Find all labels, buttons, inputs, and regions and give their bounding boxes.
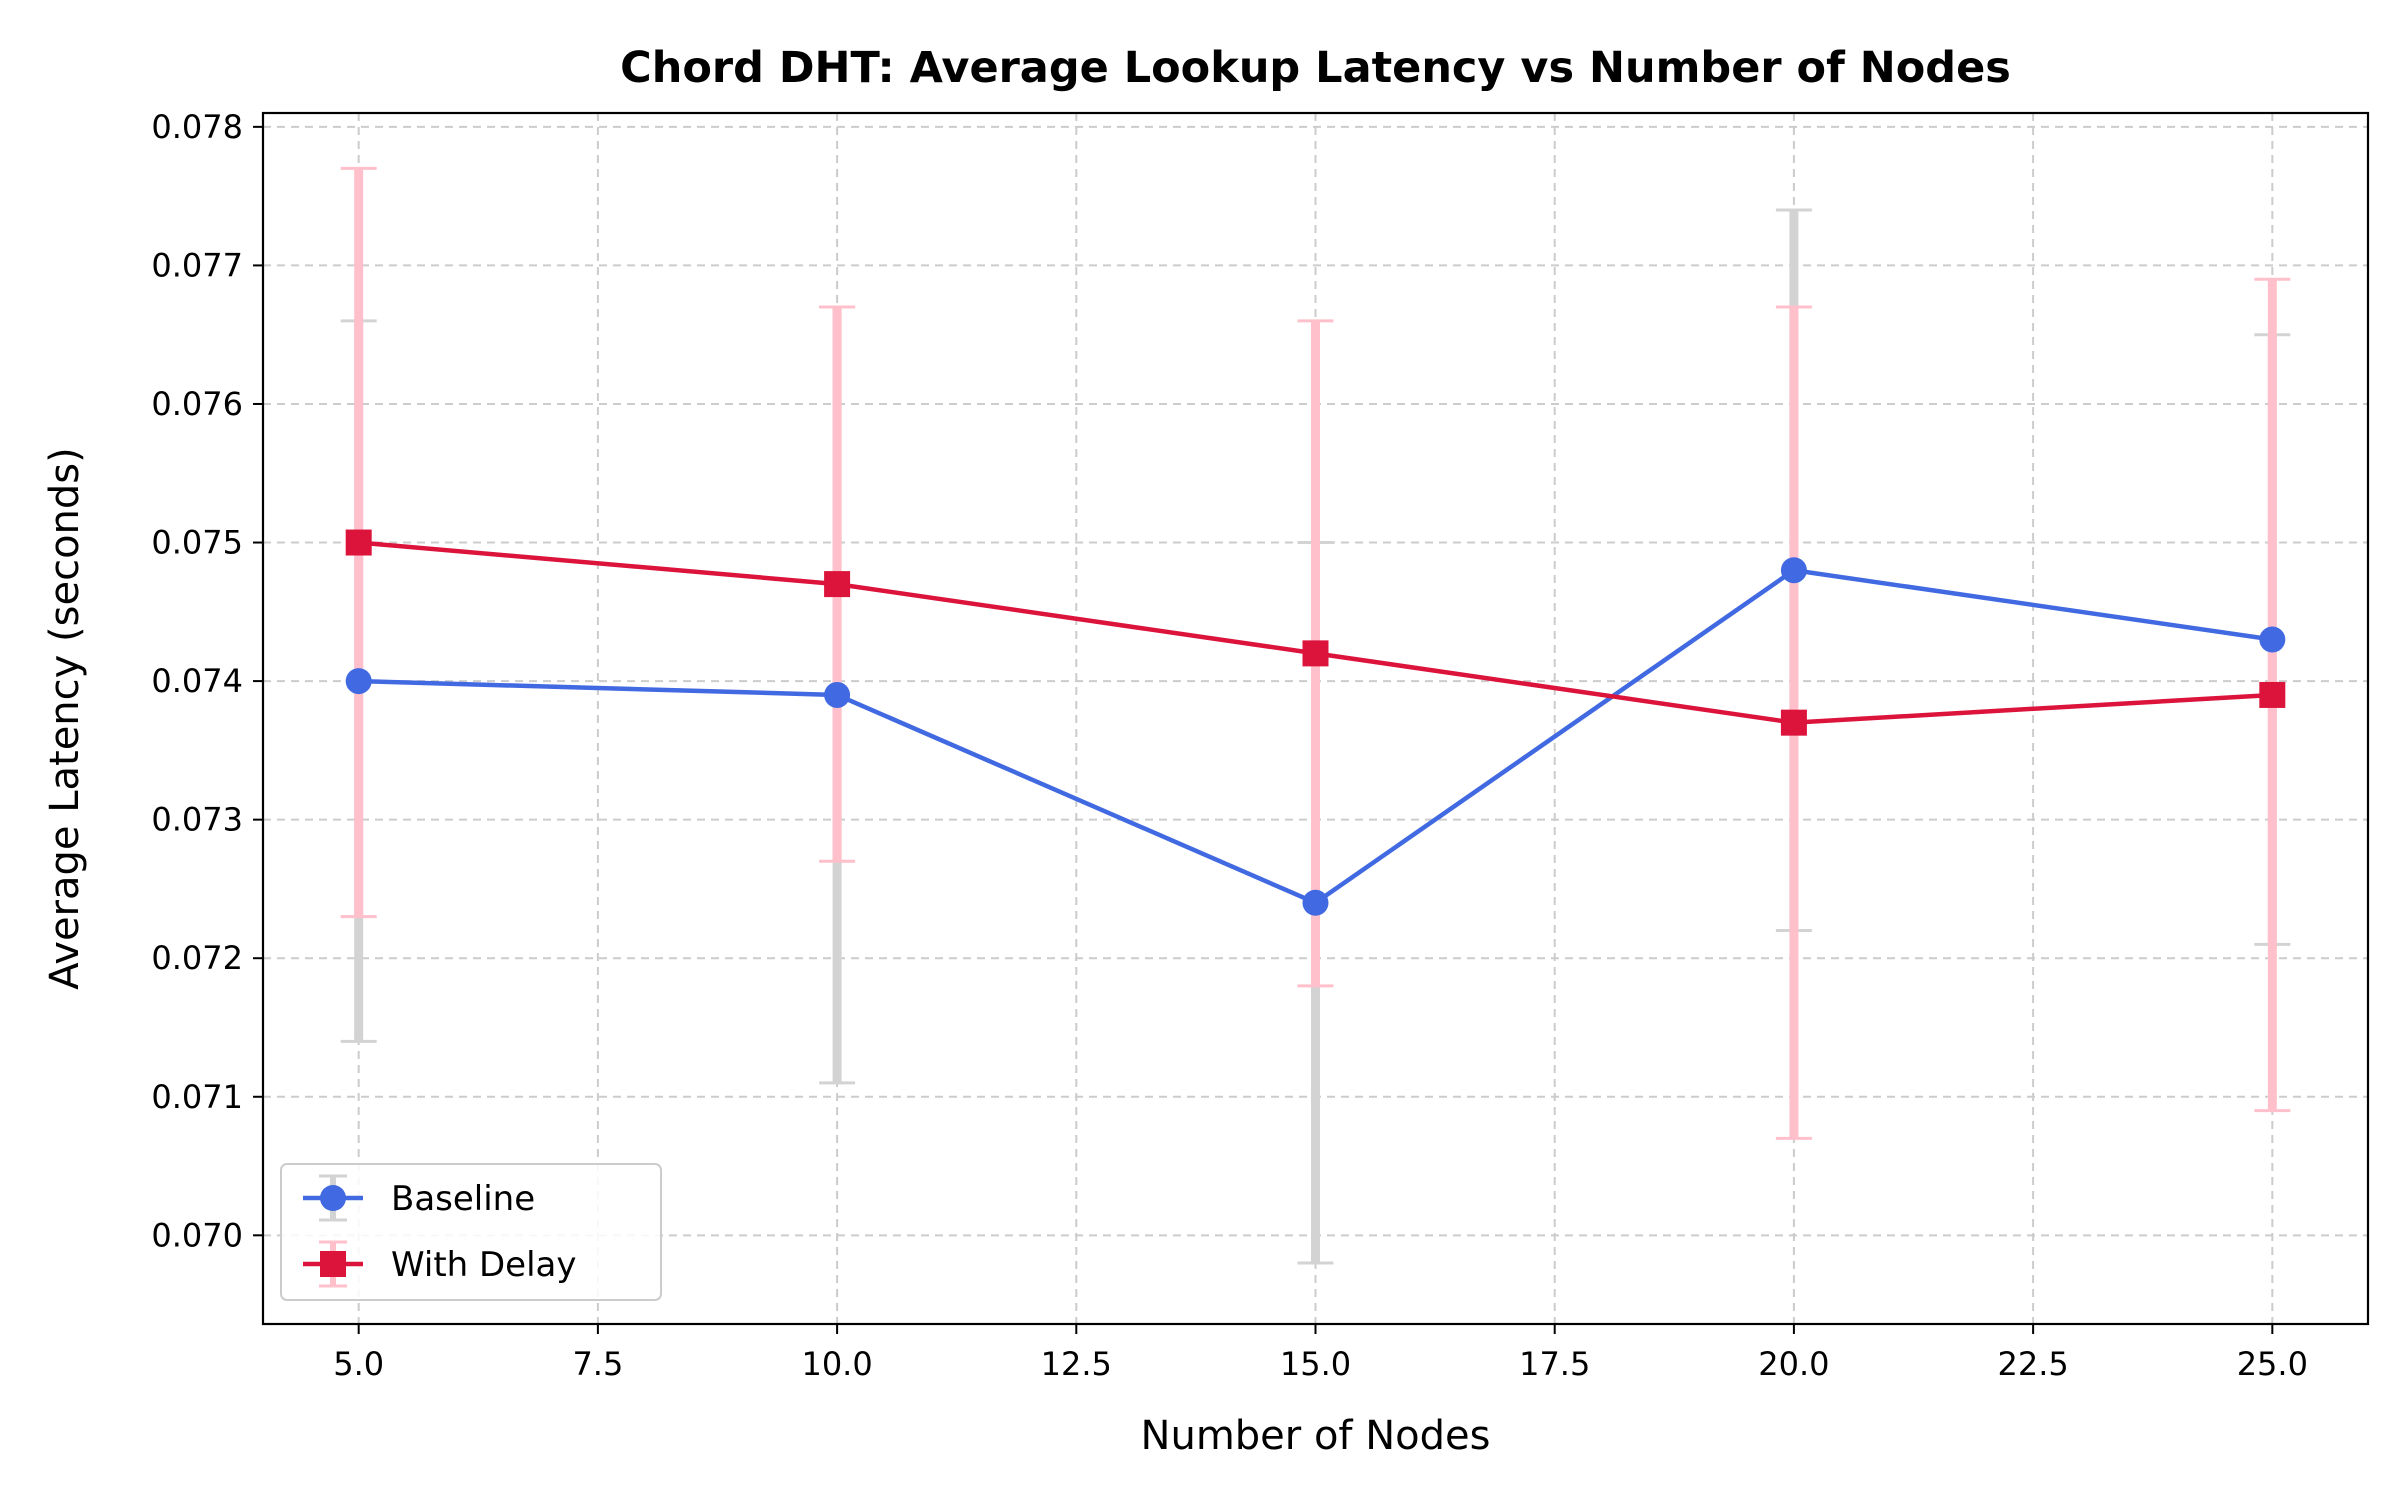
series-markers	[345, 529, 2286, 916]
data-point-0-0	[345, 668, 372, 695]
y-tick-label: 0.076	[151, 385, 243, 423]
y-tick-label: 0.072	[151, 939, 243, 977]
x-tick-label: 12.5	[1041, 1345, 1112, 1383]
data-point-1-1	[824, 571, 851, 598]
axis-ticks: 5.0 7.5 10.0 12.5 15.0 17.5 20.0 22.5 25.0 0.070 0…	[151, 108, 2308, 1383]
x-tick-label: 15.0	[1280, 1345, 1351, 1383]
y-tick-label: 0.077	[151, 246, 243, 284]
data-point-0-3	[1780, 557, 1807, 584]
legend: Baseline With Delay	[280, 1163, 662, 1301]
x-tick-label: 10.0	[801, 1345, 872, 1383]
legend-marker	[320, 1185, 346, 1211]
data-point-1-2	[1302, 640, 1329, 667]
y-tick-label: 0.075	[151, 524, 243, 562]
legend-label: Baseline	[391, 1179, 535, 1219]
data-point-0-2	[1302, 889, 1329, 916]
y-axis-title: Average Latency (seconds)	[42, 447, 88, 990]
y-tick-label: 0.078	[151, 108, 243, 146]
x-tick-label: 5.0	[333, 1345, 384, 1383]
chart-title: Chord DHT: Average Lookup Latency vs Num…	[620, 43, 2011, 93]
y-tick-label: 0.071	[151, 1078, 243, 1116]
legend-label: With Delay	[391, 1245, 577, 1285]
legend-marker	[320, 1251, 346, 1277]
data-point-1-3	[1780, 709, 1807, 736]
y-tick-label: 0.074	[151, 662, 243, 700]
data-point-0-1	[824, 681, 851, 708]
x-tick-label: 7.5	[572, 1345, 623, 1383]
x-tick-label: 17.5	[1519, 1345, 1590, 1383]
y-tick-label: 0.070	[151, 1216, 243, 1254]
y-tick-label: 0.073	[151, 801, 243, 839]
data-point-1-4	[2259, 681, 2286, 708]
x-tick-label: 22.5	[1997, 1345, 2068, 1383]
x-axis-title: Number of Nodes	[1141, 1413, 1491, 1459]
x-tick-label: 20.0	[1758, 1345, 1829, 1383]
data-point-1-0	[345, 529, 372, 556]
data-point-0-4	[2259, 626, 2286, 653]
x-tick-label: 25.0	[2237, 1345, 2308, 1383]
legend-box	[280, 1163, 662, 1301]
